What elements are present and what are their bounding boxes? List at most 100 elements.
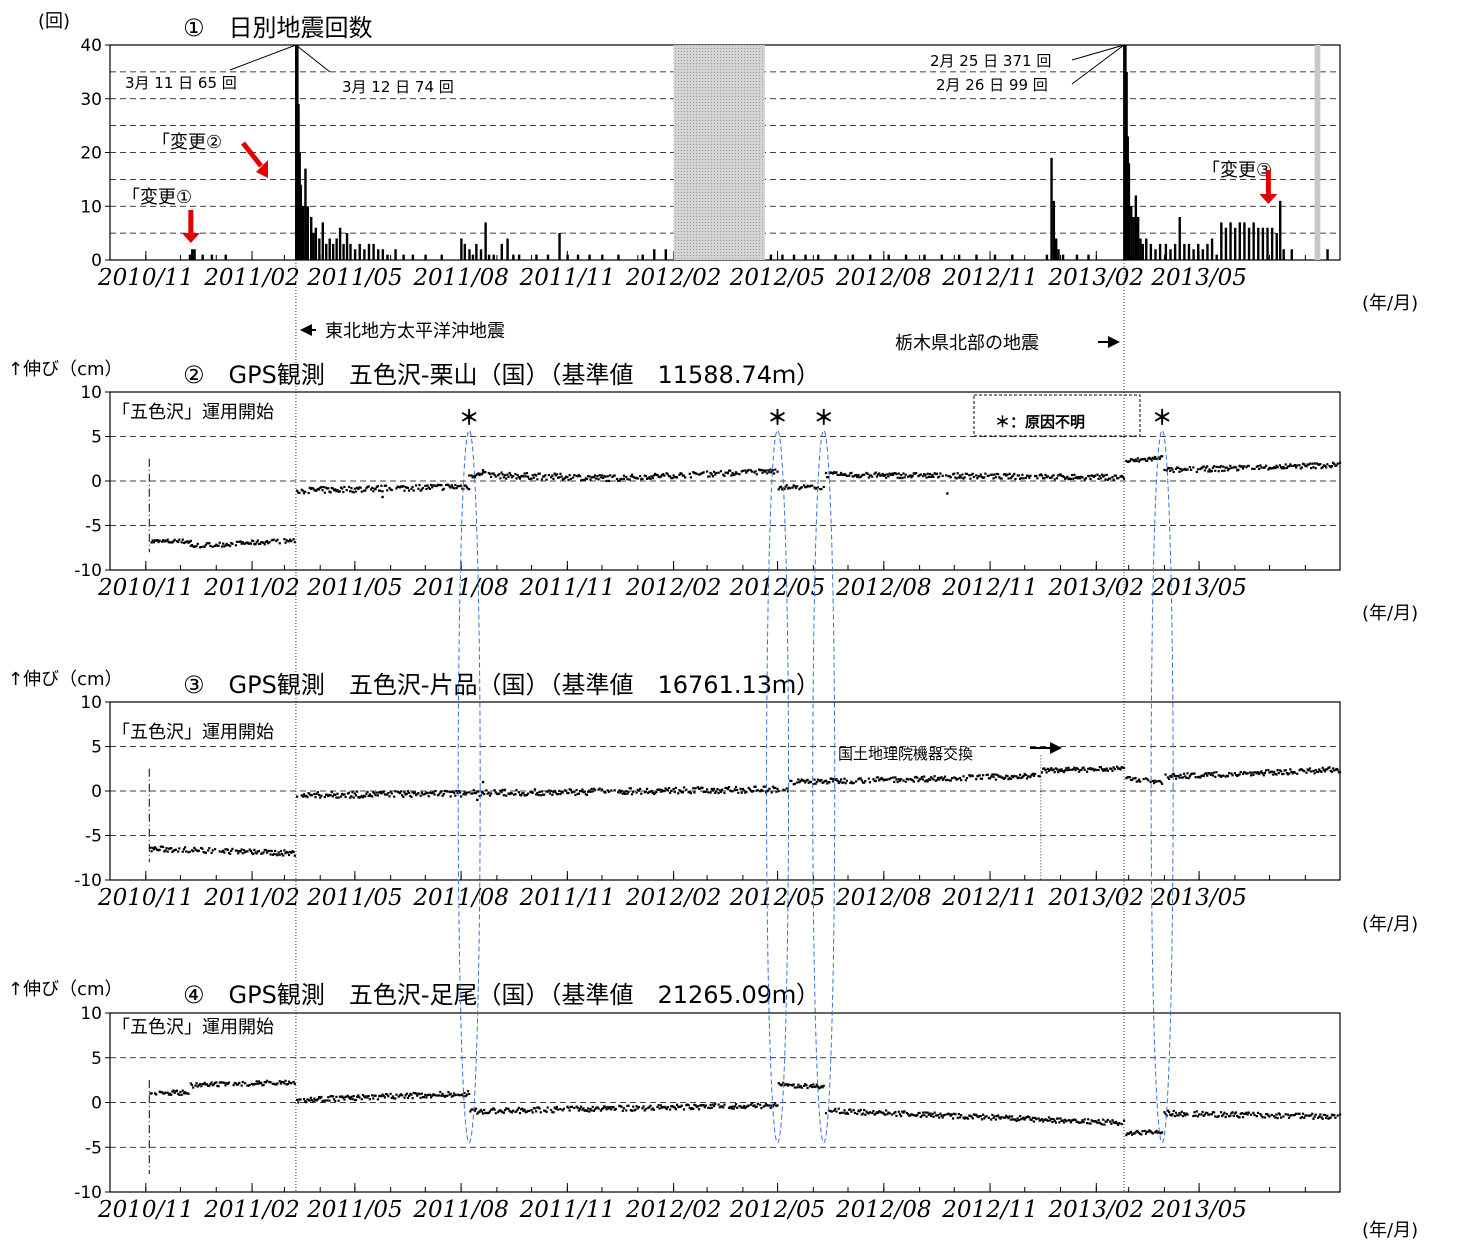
data-point [381, 1093, 384, 1096]
data-point [158, 539, 161, 542]
data-point [208, 542, 211, 545]
data-point [334, 793, 337, 796]
data-point [375, 791, 378, 794]
data-point [699, 1104, 702, 1107]
data-point [888, 777, 891, 781]
data-point [324, 486, 328, 489]
bar [1220, 222, 1223, 260]
data-point [939, 1112, 942, 1115]
data-point [498, 1109, 501, 1112]
data-point [240, 1084, 243, 1087]
data-point [980, 475, 984, 479]
data-point [500, 791, 503, 794]
data-point [878, 779, 881, 782]
data-point [1232, 1114, 1235, 1118]
data-point [849, 1108, 852, 1111]
data-point [239, 540, 242, 543]
data-point [298, 491, 301, 494]
data-point [588, 789, 591, 792]
data-point [979, 1115, 982, 1118]
data-point [1195, 470, 1198, 474]
data-point [1216, 465, 1219, 469]
data-point [220, 1081, 224, 1084]
data-point [344, 795, 347, 799]
data-point [210, 1081, 213, 1084]
data-point [1236, 469, 1239, 472]
data-point [324, 793, 328, 796]
data-point [457, 1093, 460, 1097]
data-point [597, 478, 600, 481]
data-point [853, 474, 857, 477]
data-point [592, 476, 596, 479]
data-point [900, 474, 903, 477]
data-point [246, 1084, 249, 1087]
data-point [1293, 771, 1297, 774]
data-point [270, 539, 273, 542]
data-point [525, 793, 529, 797]
data-point [1062, 771, 1066, 774]
data-point [563, 789, 567, 792]
data-point [1197, 1113, 1201, 1116]
data-point [680, 1104, 683, 1107]
data-point [301, 489, 304, 492]
bar [940, 254, 944, 260]
data-point [1264, 464, 1268, 467]
data-point [342, 793, 345, 796]
data-point [1129, 778, 1133, 781]
data-point [657, 1104, 660, 1107]
data-point [792, 1083, 795, 1086]
data-point [1258, 772, 1261, 776]
data-point [766, 1104, 769, 1107]
data-point [1030, 773, 1033, 777]
data-point [432, 1093, 435, 1096]
data-point [946, 492, 949, 495]
data-point [994, 476, 997, 479]
data-point [619, 791, 622, 794]
data-point [1171, 1113, 1174, 1116]
data-point [1135, 459, 1138, 463]
data-point [1115, 1122, 1119, 1125]
data-point [1156, 1131, 1159, 1134]
data-point [1035, 1117, 1038, 1121]
bar [210, 254, 214, 260]
data-point [361, 1093, 365, 1097]
data-point [597, 1107, 600, 1110]
data-point [1095, 1120, 1098, 1123]
data-point [395, 1093, 398, 1096]
data-point [852, 1109, 855, 1112]
data-point [911, 1113, 914, 1116]
data-point [730, 474, 733, 477]
data-point [1259, 1112, 1262, 1116]
data-point [1203, 469, 1206, 472]
data-point [538, 1107, 541, 1110]
data-point [595, 1106, 598, 1110]
data-point [906, 475, 910, 478]
data-point [949, 779, 952, 782]
data-point [292, 538, 295, 541]
data-point [293, 1082, 296, 1086]
data-point [837, 781, 840, 785]
data-point [1322, 464, 1325, 467]
data-point [342, 490, 345, 494]
data-point [821, 781, 824, 784]
data-point [882, 1112, 885, 1115]
bar [1279, 200, 1282, 260]
data-point [530, 477, 533, 480]
data-point [1098, 475, 1101, 478]
data-point [928, 472, 932, 476]
data-point [1269, 770, 1272, 774]
data-point [784, 1083, 787, 1086]
data-point [447, 1090, 450, 1094]
data-point [852, 781, 855, 785]
data-point [410, 487, 413, 490]
panel2-legend-box [973, 394, 1141, 437]
data-point [451, 1094, 455, 1097]
xtick-label: 2011/05 [306, 885, 403, 911]
bar [318, 238, 321, 260]
data-point [822, 1084, 825, 1087]
data-point [965, 777, 969, 780]
data-point [464, 1095, 467, 1098]
data-point [287, 853, 291, 857]
data-point [723, 791, 726, 795]
data-point [334, 1099, 337, 1103]
